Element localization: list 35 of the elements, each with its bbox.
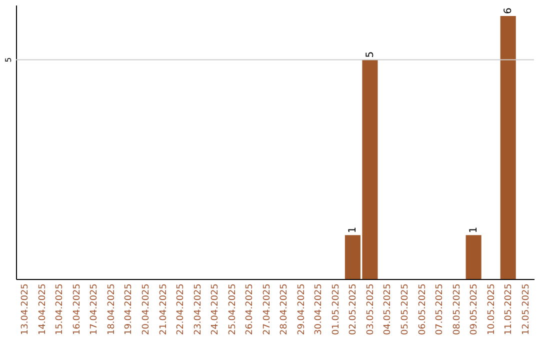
data-label: 5 xyxy=(364,51,376,58)
x-tick-label: 03.05.2025 xyxy=(366,284,376,336)
x-tick-label: 28.04.2025 xyxy=(280,284,290,336)
x-tick-label: 08.05.2025 xyxy=(452,284,462,336)
x-tick-label: 15.04.2025 xyxy=(55,284,66,336)
x-tick-label: 24.04.2025 xyxy=(210,284,221,336)
data-label: 1 xyxy=(468,226,480,234)
x-tick-label: 12.05.2025 xyxy=(521,284,532,336)
x-tick-label: 11.05.2025 xyxy=(504,284,514,336)
x-tick-label: 29.04.2025 xyxy=(296,284,307,336)
x-tick-label: 13.04.2025 xyxy=(20,284,31,336)
x-tick-label: 14.04.2025 xyxy=(38,284,48,336)
x-tick-label: 25.04.2025 xyxy=(228,284,238,336)
x-tick-label: 20.04.2025 xyxy=(142,284,152,336)
x-tick-label: 27.04.2025 xyxy=(262,284,272,336)
x-tick-label: 17.04.2025 xyxy=(90,284,100,336)
x-tick-label: 26.04.2025 xyxy=(245,284,256,336)
x-tick-label: 30.04.2025 xyxy=(314,284,324,336)
data-label: 1 xyxy=(348,226,359,234)
x-tick-label: 23.04.2025 xyxy=(193,284,204,336)
x-tick-label: 06.05.2025 xyxy=(418,284,428,336)
x-tick-label: 01.05.2025 xyxy=(331,284,342,336)
x-tick-label: 16.04.2025 xyxy=(72,284,82,336)
x-tick-label: 09.05.2025 xyxy=(470,284,480,336)
x-tick-label: 05.05.2025 xyxy=(400,284,410,336)
ref-line-label: 5 xyxy=(4,57,13,62)
x-tick-label: 19.04.2025 xyxy=(124,284,134,336)
x-tick-label: 21.04.2025 xyxy=(158,284,169,336)
x-tick-label: 07.05.2025 xyxy=(435,284,446,336)
x-tick-label: 02.05.2025 xyxy=(348,284,359,336)
data-label: 6 xyxy=(503,8,514,14)
x-tick-label: 22.04.2025 xyxy=(176,284,186,336)
x-tick-label: 18.04.2025 xyxy=(106,284,117,336)
x-tick-label: 10.05.2025 xyxy=(486,284,497,336)
x-tick-label: 04.05.2025 xyxy=(383,284,394,336)
